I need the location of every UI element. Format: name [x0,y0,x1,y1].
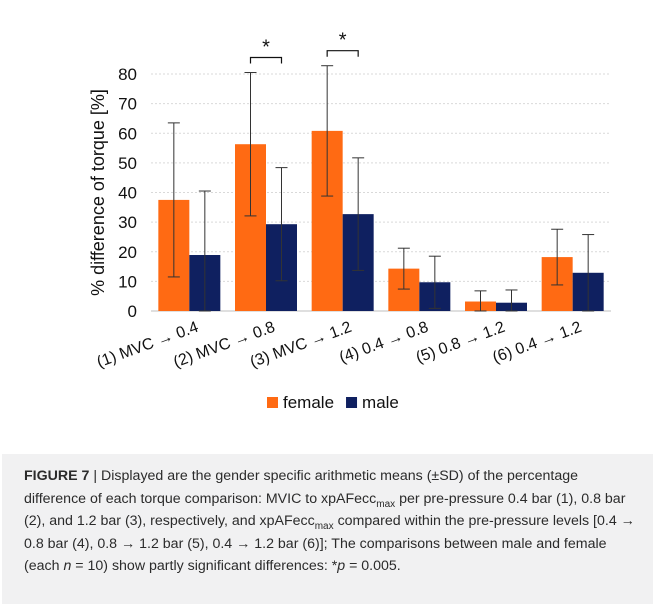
y-tick-label: 30 [118,213,137,232]
y-tick-label: 70 [118,95,137,114]
significance-bracket [326,50,359,57]
caption-subscript-2: max [314,520,334,532]
y-tick-label: 20 [118,243,137,262]
y-tick-label: 10 [118,272,137,291]
significance-marker: * [339,30,347,52]
significance-marker: * [262,37,270,59]
caption-subscript-1: max [376,498,396,510]
legend-swatch-male [346,397,358,408]
legend-label-female: female [283,393,334,412]
caption-p-variable: p [337,558,346,574]
caption-separator: | [89,468,102,484]
legend-label-male: male [362,393,399,412]
caption-text-5: = 0.005. [345,558,401,574]
y-tick-label: 40 [118,184,137,203]
caption-text-4: = 10) show partly significant difference… [71,558,338,574]
y-axis-label: % difference of torque [%] [88,89,108,296]
legend-swatch-female [267,397,278,408]
caption-label: FIGURE 7 [24,468,90,484]
caption-text-2: per pre-pressure 0.4 bar (1), 0.8 bar (2… [24,490,626,530]
y-tick-label: 60 [118,124,137,143]
caption-text-3: compared within the pre-pressure levels … [24,513,635,574]
bar-chart: 0 10 20 30 40 50 60 70 80 % difference of torque … [88,30,611,412]
y-tick-label: 50 [118,154,137,173]
caption-n-variable: n [63,558,72,574]
caption-text-1: Displayed are the gender specific arithm… [24,468,579,507]
chart-area: 0 10 20 30 40 50 60 70 80 % difference of torque … [2,2,653,454]
y-tick-label: 0 [128,302,137,321]
y-tick-label: 80 [118,65,137,84]
x-tick-label: (6) 0.4 → 1.2 [490,319,584,367]
figure-caption: FIGURE 7 | Displayed are the gender spec… [24,465,639,578]
significance-bracket [249,56,283,64]
